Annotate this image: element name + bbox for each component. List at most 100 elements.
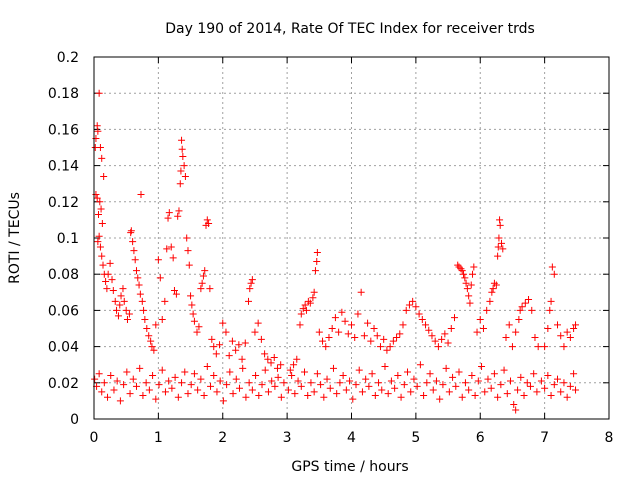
data-point bbox=[95, 370, 103, 378]
data-point bbox=[181, 172, 189, 180]
data-point bbox=[167, 243, 175, 251]
data-point bbox=[203, 363, 211, 371]
y-tick-label: 0.2 bbox=[57, 50, 79, 66]
data-point bbox=[515, 315, 523, 323]
data-point bbox=[364, 319, 372, 327]
data-point bbox=[205, 220, 213, 228]
data-point bbox=[483, 306, 491, 314]
data-point bbox=[311, 267, 319, 275]
data-point bbox=[232, 346, 240, 354]
data-point bbox=[494, 252, 502, 260]
chart-title: Day 190 of 2014, Rate Of TEC Index for r… bbox=[165, 21, 535, 37]
data-point bbox=[544, 325, 552, 332]
data-point bbox=[512, 328, 520, 336]
data-point bbox=[566, 334, 574, 342]
data-point bbox=[222, 328, 230, 336]
data-point bbox=[531, 334, 539, 342]
data-point bbox=[185, 261, 193, 269]
data-point bbox=[444, 339, 452, 347]
x-tick-label: 7 bbox=[540, 430, 549, 446]
data-point bbox=[426, 370, 434, 378]
data-point bbox=[351, 334, 359, 342]
data-point bbox=[572, 386, 580, 394]
data-point bbox=[517, 373, 525, 381]
data-point bbox=[184, 247, 192, 255]
data-point bbox=[494, 243, 502, 251]
data-point bbox=[310, 388, 318, 396]
data-point bbox=[271, 382, 279, 390]
data-point bbox=[304, 391, 312, 399]
plot-frame bbox=[93, 56, 610, 420]
data-point bbox=[137, 191, 145, 199]
data-point bbox=[297, 310, 305, 318]
data-point bbox=[245, 297, 252, 305]
data-point bbox=[486, 297, 494, 305]
data-point bbox=[194, 386, 202, 394]
data-point bbox=[360, 332, 368, 340]
data-point bbox=[122, 306, 130, 314]
data-point bbox=[572, 321, 580, 329]
data-point bbox=[452, 382, 460, 390]
data-point bbox=[235, 384, 243, 392]
data-point bbox=[457, 265, 465, 273]
x-tick-labels: 0 1 2 3 4 5 6 7 8 bbox=[90, 430, 614, 446]
data-point bbox=[367, 337, 375, 345]
data-point bbox=[245, 379, 253, 387]
data-point bbox=[560, 343, 568, 351]
data-point bbox=[199, 272, 207, 280]
data-point bbox=[409, 297, 417, 305]
data-point bbox=[563, 328, 571, 336]
data-point bbox=[113, 306, 121, 314]
data-point bbox=[362, 375, 370, 383]
data-point bbox=[98, 252, 106, 260]
y-tick-label: 0 bbox=[70, 412, 79, 428]
y-tick-label: 0.1 bbox=[57, 231, 79, 247]
data-point bbox=[255, 391, 263, 399]
data-point bbox=[533, 388, 541, 396]
data-point bbox=[134, 274, 142, 282]
data-point bbox=[399, 321, 407, 329]
data-point bbox=[462, 279, 470, 287]
data-point bbox=[368, 370, 376, 378]
data-point bbox=[307, 379, 315, 387]
data-point bbox=[546, 306, 554, 314]
data-point bbox=[273, 364, 281, 372]
data-point bbox=[189, 310, 197, 318]
data-point bbox=[180, 162, 188, 170]
data-point bbox=[165, 377, 173, 385]
data-point bbox=[375, 379, 383, 387]
data-point bbox=[499, 245, 507, 253]
data-point bbox=[251, 328, 259, 336]
data-point bbox=[155, 381, 163, 389]
data-point bbox=[257, 335, 265, 343]
y-tick-label: 0.02 bbox=[48, 376, 79, 392]
data-point bbox=[286, 366, 294, 374]
data-point bbox=[473, 328, 481, 336]
data-point bbox=[120, 297, 128, 305]
data-point bbox=[319, 337, 327, 345]
data-point bbox=[461, 379, 469, 387]
y-tick-label: 0.12 bbox=[48, 195, 79, 211]
data-point bbox=[476, 315, 484, 323]
data-point bbox=[381, 363, 389, 371]
data-point bbox=[432, 377, 440, 385]
data-point bbox=[494, 393, 502, 401]
data-point bbox=[396, 330, 404, 338]
data-point bbox=[354, 310, 362, 318]
data-point bbox=[534, 343, 542, 351]
data-point bbox=[113, 377, 121, 385]
data-point bbox=[116, 397, 124, 405]
data-point bbox=[550, 381, 558, 389]
data-point bbox=[378, 386, 386, 394]
data-point bbox=[339, 372, 347, 380]
data-point bbox=[98, 220, 106, 228]
data-point bbox=[148, 343, 156, 351]
data-point bbox=[161, 297, 169, 305]
data-point bbox=[241, 339, 249, 347]
data-point bbox=[415, 310, 423, 318]
data-point bbox=[510, 401, 518, 409]
data-point bbox=[439, 381, 447, 389]
data-point bbox=[526, 382, 534, 390]
y-axis-label: ROTI / TECUs bbox=[7, 192, 23, 284]
data-point bbox=[264, 355, 272, 363]
